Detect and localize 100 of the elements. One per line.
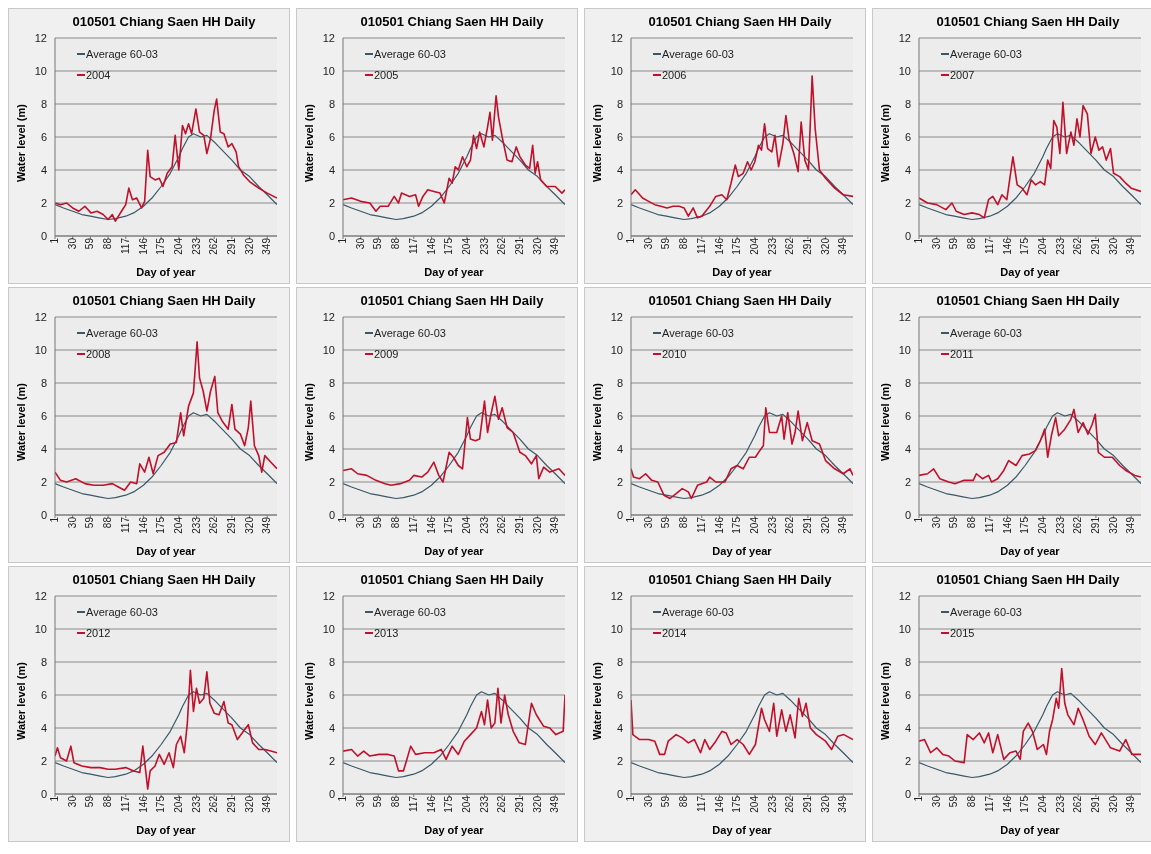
x-tick-label: 262 bbox=[496, 237, 508, 255]
x-tick-label: 320 bbox=[243, 237, 255, 255]
y-tick-label: 2 bbox=[328, 754, 335, 767]
x-tick-label: 30 bbox=[930, 516, 942, 529]
x-tick-label: 175 bbox=[155, 795, 167, 813]
x-tick-label: 320 bbox=[531, 237, 543, 255]
x-tick-label: 1 bbox=[337, 516, 349, 523]
y-axis-title: Water level (m) bbox=[302, 103, 315, 182]
x-tick-label: 88 bbox=[678, 795, 690, 808]
x-tick-label: 59 bbox=[84, 795, 96, 808]
x-tick-label: 349 bbox=[837, 516, 849, 534]
x-tick-label: 349 bbox=[1125, 795, 1137, 813]
y-tick-label: 10 bbox=[610, 64, 623, 77]
y-tick-label: 2 bbox=[328, 196, 335, 209]
x-tick-label: 233 bbox=[478, 237, 490, 255]
x-tick-label: 262 bbox=[208, 795, 220, 813]
chart-title: 010501 Chiang Saen HH Daily bbox=[359, 13, 545, 31]
line-series bbox=[55, 412, 277, 500]
x-tick-label: 88 bbox=[102, 237, 114, 250]
x-tick-label: 30 bbox=[66, 795, 78, 808]
y-tick-label: 2 bbox=[328, 475, 335, 488]
x-tick-label: 175 bbox=[1019, 795, 1031, 813]
legend-label: Average 60-03 bbox=[950, 326, 1022, 339]
x-tick-label: 88 bbox=[102, 516, 114, 529]
x-tick-label: 204 bbox=[748, 237, 760, 255]
y-axis-title: Water level (m) bbox=[590, 103, 603, 182]
y-tick-label: 8 bbox=[40, 376, 47, 389]
y-axis-title: Water level (m) bbox=[14, 103, 27, 182]
x-axis-title: Day of year bbox=[999, 265, 1061, 279]
line-series bbox=[919, 412, 1141, 500]
y-axis-title: Water level (m) bbox=[302, 382, 315, 461]
x-tick-label: 233 bbox=[190, 795, 202, 813]
x-tick-label: 88 bbox=[678, 237, 690, 250]
x-tick-label: 59 bbox=[372, 516, 384, 529]
x-tick-label: 146 bbox=[713, 516, 725, 534]
line-series bbox=[919, 133, 1141, 221]
x-tick-label: 349 bbox=[549, 237, 561, 255]
x-tick-label: 175 bbox=[155, 237, 167, 255]
x-tick-label: 146 bbox=[1001, 237, 1013, 255]
y-tick-label: 8 bbox=[40, 97, 47, 110]
y-tick-label: 0 bbox=[616, 787, 623, 800]
x-tick-label: 30 bbox=[354, 516, 366, 529]
y-tick-label: 8 bbox=[904, 97, 911, 110]
y-tick-label: 8 bbox=[904, 376, 911, 389]
y-tick-label: 10 bbox=[34, 622, 47, 635]
line-series bbox=[343, 133, 565, 221]
x-tick-label: 320 bbox=[1107, 516, 1119, 534]
y-tick-label: 8 bbox=[328, 376, 335, 389]
chart-title: 010501 Chiang Saen HH Daily bbox=[359, 571, 545, 589]
x-tick-label: 291 bbox=[1089, 795, 1101, 813]
x-tick-label: 233 bbox=[478, 516, 490, 534]
x-tick-label: 30 bbox=[66, 237, 78, 250]
y-tick-label: 2 bbox=[40, 754, 47, 767]
legend-label: Average 60-03 bbox=[374, 605, 446, 618]
y-tick-label: 2 bbox=[904, 475, 911, 488]
x-tick-label: 88 bbox=[390, 516, 402, 529]
x-tick-label: 1 bbox=[913, 795, 925, 802]
x-tick-label: 320 bbox=[1107, 795, 1119, 813]
y-tick-label: 4 bbox=[40, 442, 47, 455]
x-axis-title: Day of year bbox=[999, 544, 1061, 558]
x-tick-label: 262 bbox=[496, 795, 508, 813]
x-tick-label: 233 bbox=[766, 237, 778, 255]
x-axis-title: Day of year bbox=[711, 544, 773, 558]
x-tick-label: 291 bbox=[225, 516, 237, 534]
x-tick-label: 117 bbox=[119, 795, 131, 812]
x-tick-label: 291 bbox=[513, 516, 525, 534]
y-tick-label: 10 bbox=[322, 343, 335, 356]
x-tick-label: 146 bbox=[425, 516, 437, 534]
y-tick-label: 12 bbox=[610, 31, 623, 44]
x-tick-label: 291 bbox=[513, 795, 525, 813]
x-tick-label: 291 bbox=[1089, 237, 1101, 255]
x-tick-label: 233 bbox=[766, 795, 778, 813]
x-tick-label: 59 bbox=[660, 237, 672, 250]
y-tick-label: 0 bbox=[904, 229, 911, 242]
y-tick-label: 8 bbox=[616, 655, 623, 668]
x-tick-label: 204 bbox=[460, 795, 472, 813]
x-tick-label: 59 bbox=[660, 795, 672, 808]
y-tick-label: 2 bbox=[40, 196, 47, 209]
y-tick-label: 2 bbox=[904, 754, 911, 767]
x-tick-label: 233 bbox=[766, 516, 778, 534]
x-tick-label: 30 bbox=[642, 795, 654, 808]
y-tick-label: 10 bbox=[898, 343, 911, 356]
x-tick-label: 146 bbox=[425, 795, 437, 813]
legend-label: 2005 bbox=[374, 68, 399, 81]
x-tick-label: 175 bbox=[155, 516, 167, 534]
x-tick-label: 117 bbox=[407, 516, 419, 533]
y-axis-title: Water level (m) bbox=[878, 661, 891, 740]
x-tick-label: 204 bbox=[460, 237, 472, 255]
legend-label: Average 60-03 bbox=[662, 326, 734, 339]
x-tick-label: 291 bbox=[801, 795, 813, 813]
y-tick-label: 4 bbox=[328, 721, 335, 734]
y-tick-label: 4 bbox=[904, 163, 911, 176]
chart-title: 010501 Chiang Saen HH Daily bbox=[647, 13, 833, 31]
x-tick-label: 233 bbox=[1054, 516, 1066, 534]
y-tick-label: 10 bbox=[610, 343, 623, 356]
chart-title: 010501 Chiang Saen HH Daily bbox=[71, 13, 257, 31]
legend-label: Average 60-03 bbox=[662, 605, 734, 618]
y-tick-label: 2 bbox=[904, 196, 911, 209]
x-tick-label: 291 bbox=[513, 237, 525, 255]
y-tick-label: 6 bbox=[40, 409, 47, 422]
